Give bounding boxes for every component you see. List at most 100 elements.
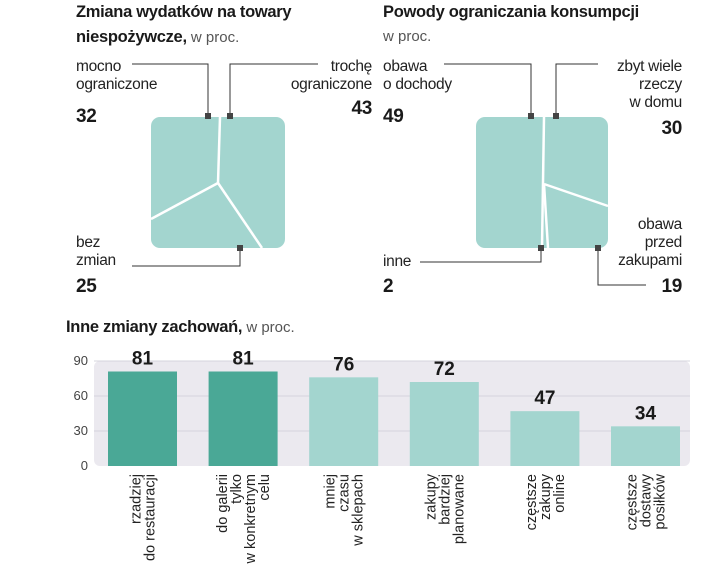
pie1-dividers bbox=[150, 116, 264, 249]
bar-ytick-label: 90 bbox=[74, 353, 88, 368]
pie1-marker-bez bbox=[237, 245, 243, 251]
pie1-title-bold-tail: niespożywcze, bbox=[76, 28, 187, 46]
bar-value-label: 81 bbox=[233, 349, 255, 370]
bar-category-line: celu bbox=[257, 474, 273, 501]
pie2-dividers bbox=[540, 116, 609, 249]
pie2-value-inne: 2 bbox=[383, 276, 394, 297]
pie2-label-inne: inne bbox=[383, 253, 412, 270]
pie2-value-zakupy: 19 bbox=[661, 276, 682, 297]
pie2-leader-inne bbox=[420, 250, 542, 263]
bar-title: Inne zmiany zachowań, bbox=[66, 318, 243, 336]
pie2-label-dochody-line1: obawa bbox=[383, 58, 428, 75]
bar-value-label: 47 bbox=[534, 388, 555, 409]
pie2-marker-dochody bbox=[528, 113, 534, 119]
pie1-leaders bbox=[132, 63, 318, 267]
pie2-leader-rzeczy bbox=[555, 63, 598, 114]
pie1-value-mocno: 32 bbox=[76, 106, 97, 127]
pie2-label-rzeczy-line2: rzeczy bbox=[639, 76, 682, 93]
bar-subtitle: w proc. bbox=[246, 319, 295, 336]
bar bbox=[510, 411, 580, 466]
pie1-label-troche: trochę ograniczone bbox=[248, 58, 372, 94]
pie2-label-dochody: obawa o dochody bbox=[383, 58, 452, 94]
pie2-label-zakupy: obawa przed zakupami bbox=[580, 216, 682, 270]
pie2-label-rzeczy: zbyt wiele rzeczy w domu bbox=[580, 58, 682, 112]
pie2-marker-rzeczy bbox=[553, 113, 559, 119]
pie-charts-svg bbox=[132, 63, 646, 286]
pie1-label-mocno-line1: mocno bbox=[76, 58, 122, 75]
bar-category-line: mniej bbox=[323, 474, 339, 509]
pie1-title: Zmiana wydatków na towary bbox=[76, 3, 292, 21]
bar-category-line: online bbox=[552, 474, 568, 513]
pie2-leaders bbox=[420, 63, 646, 286]
pie2-label-dochody-line2: o dochody bbox=[383, 76, 452, 93]
bar-category-line: do restauracji bbox=[143, 474, 159, 561]
bar-value-label: 81 bbox=[132, 349, 154, 370]
pie1-leader-bez bbox=[132, 249, 241, 267]
bar bbox=[108, 371, 177, 466]
bar-value-label: 76 bbox=[333, 354, 354, 375]
bar bbox=[208, 371, 278, 466]
pie2-leader-zakupy bbox=[597, 251, 646, 286]
pie2-divider-right bbox=[543, 182, 609, 208]
bar-category-line: rzadziej bbox=[129, 474, 145, 524]
bar-yticks: 0 30 60 90 bbox=[74, 353, 88, 473]
bar-category-line: bardziej bbox=[437, 474, 453, 525]
pie1-divider-bottom bbox=[216, 182, 264, 249]
bar-category-line: czasu bbox=[337, 474, 353, 512]
bar-category-line: planowane bbox=[451, 474, 467, 544]
bar-ytick-label: 60 bbox=[74, 388, 88, 403]
pie2-marker-zakupy bbox=[595, 245, 601, 251]
pie2-label-zakupy-line2: przed bbox=[644, 234, 683, 251]
bar-category-line: częstsze bbox=[625, 474, 641, 530]
bar-category-line: dostawy bbox=[639, 473, 655, 527]
bar bbox=[409, 382, 479, 466]
pie2-label-zakupy-line3: zakupami bbox=[618, 252, 682, 269]
bar-title-line: Inne zmiany zachowań, w proc. bbox=[66, 318, 295, 337]
bar-value-label: 72 bbox=[434, 359, 455, 380]
bar-value-label: 34 bbox=[635, 403, 657, 424]
bar-value-labels: 81 81 76 72 47 34 bbox=[132, 349, 657, 425]
bar-category-line: zakupy bbox=[423, 473, 439, 520]
bar-category-line: w sklepach bbox=[351, 474, 367, 547]
pie1-label-bez-line1: bez bbox=[76, 234, 101, 251]
bar-category-line: w konkretnym bbox=[243, 474, 259, 564]
pie1-subtitle: w proc. bbox=[190, 29, 240, 46]
pie2-title: Powody ograniczania konsumpcji bbox=[383, 3, 639, 21]
pie2-divider-vertical bbox=[540, 116, 546, 249]
bar-ytick-label: 0 bbox=[81, 458, 88, 473]
bar-category-line: zakupy bbox=[538, 473, 554, 520]
pie1-value-troche: 43 bbox=[351, 98, 372, 119]
pie2-leader-dochody bbox=[444, 63, 532, 114]
pie1-marker-mocno bbox=[205, 113, 211, 119]
pie1-subtitle-line: niespożywcze, w proc. bbox=[76, 28, 239, 47]
bar-category-line: częstsze bbox=[524, 474, 540, 530]
bar-plot-background bbox=[94, 361, 690, 466]
pie2-label-zakupy-line1: obawa bbox=[637, 216, 682, 233]
pie1-label-troche-line2: ograniczone bbox=[290, 76, 372, 93]
pie2-label-rzeczy-line1: zbyt wiele bbox=[616, 58, 682, 75]
pie1-leader-troche bbox=[229, 63, 318, 114]
pie1-label-troche-line1: trochę bbox=[330, 58, 373, 75]
pie1-divider-left bbox=[150, 181, 219, 221]
pie1-label-mocno: mocno ograniczone bbox=[76, 58, 157, 94]
bar-gridlines bbox=[94, 360, 690, 432]
pie1-label-bez-line2: zmian bbox=[76, 252, 116, 269]
pie2-marker-inne bbox=[538, 245, 544, 251]
bar-category-line: do galerii bbox=[215, 474, 231, 533]
bar bbox=[611, 426, 680, 466]
bar-category-line: tylko bbox=[229, 474, 245, 504]
pie1-value-bez: 25 bbox=[76, 276, 97, 297]
pie2-divider-small bbox=[542, 183, 550, 249]
bar bbox=[309, 377, 379, 466]
pie2-value-rzeczy: 30 bbox=[661, 118, 682, 139]
pie1-label-mocno-line2: ograniczone bbox=[76, 76, 158, 93]
bar-category-line: posiłków bbox=[653, 473, 669, 529]
